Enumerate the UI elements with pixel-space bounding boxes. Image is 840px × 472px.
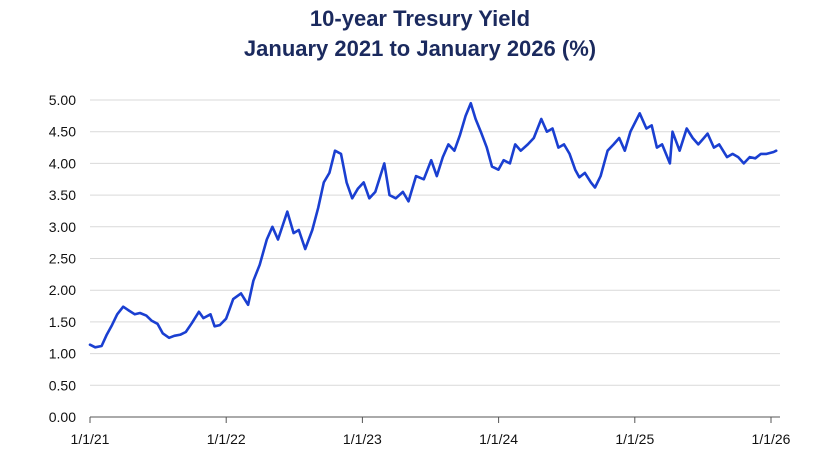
y-axis-ticks: 0.00 0.50 1.00 1.50 2.00 2.50 3.00 3.50 4.00 4.50… (49, 92, 76, 425)
x-tick-label: 1/1/24 (479, 431, 518, 447)
yield-series-line (88, 101, 778, 349)
y-tick-label: 0.00 (49, 409, 76, 425)
x-tick-label: 1/1/21 (71, 431, 110, 447)
y-tick-label: 2.50 (49, 251, 76, 267)
y-tick-label: 5.00 (49, 92, 76, 108)
gridlines (90, 99, 780, 386)
y-tick-label: 1.50 (49, 314, 76, 330)
x-tick-label: 1/1/22 (207, 431, 246, 447)
chart-title: 10-year Tresury Yield (309, 6, 531, 31)
y-tick-label: 4.00 (49, 155, 76, 171)
series-layer (88, 101, 778, 349)
x-tick-label: 1/1/26 (752, 431, 791, 447)
x-axis-ticks: 1/1/21 1/1/22 1/1/23 1/1/24 1/1/25 1/1/26 (71, 417, 791, 447)
y-tick-label: 0.50 (49, 377, 76, 393)
chart-subtitle: January 2021 to January 2026 (%) (243, 36, 597, 61)
x-tick-label: 1/1/23 (343, 431, 382, 447)
x-tick-label: 1/1/25 (615, 431, 654, 447)
y-tick-label: 3.50 (49, 187, 76, 203)
y-tick-label: 2.00 (49, 282, 76, 298)
y-tick-label: 1.00 (49, 346, 76, 362)
y-tick-label: 4.50 (49, 124, 76, 140)
y-tick-label: 3.00 (49, 219, 76, 235)
